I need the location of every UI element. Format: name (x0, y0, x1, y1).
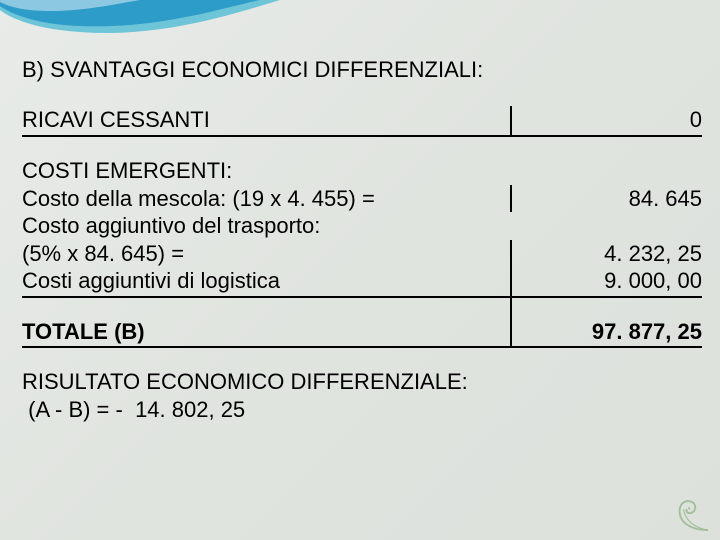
totale-b-label: TOTALE (B) (22, 318, 510, 349)
costi-item-row: Costi aggiuntivi di logistica 9. 000, 00 (22, 267, 702, 298)
risultato-line1: RISULTATO ECONOMICO DIFFERENZIALE: (22, 368, 702, 396)
wave-decoration (0, 0, 280, 50)
section-title: B) SVANTAGGI ECONOMICI DIFFERENZIALI: (22, 56, 702, 84)
costi-item-label: Costo della mescola: (19 x 4. 455) = (22, 185, 510, 213)
costi-item-row: Costo della mescola: (19 x 4. 455) = 84.… (22, 185, 702, 213)
costi-item-label-line1: Costo aggiuntivo del trasporto: (22, 212, 510, 240)
ricavi-value: 0 (510, 106, 702, 138)
costi-item-label: Costi aggiuntivi di logistica (22, 267, 510, 298)
spacer-with-vert (22, 298, 702, 318)
costi-item-value: 4. 232, 25 (510, 240, 702, 268)
costi-item-value: 9. 000, 00 (510, 267, 702, 298)
costi-item-row: Costo aggiuntivo del trasporto: (22, 212, 702, 240)
costi-item-row: (5% x 84. 645) = 4. 232, 25 (22, 240, 702, 268)
costi-header: COSTI EMERGENTI: (22, 157, 510, 185)
ricavi-label: RICAVI CESSANTI (22, 106, 510, 138)
corner-swirl-icon (672, 494, 710, 532)
costi-item-value: 84. 645 (510, 185, 702, 213)
totale-b-row: TOTALE (B) 97. 877, 25 (22, 318, 702, 349)
costi-item-label-line2: (5% x 84. 645) = (22, 240, 510, 268)
totale-b-value: 97. 877, 25 (510, 318, 702, 349)
ricavi-row: RICAVI CESSANTI 0 (22, 106, 702, 138)
costi-header-row: COSTI EMERGENTI: (22, 157, 702, 185)
risultato-line2: (A - B) = - 14. 802, 25 (22, 396, 702, 424)
slide-content: B) SVANTAGGI ECONOMICI DIFFERENZIALI: RI… (22, 56, 702, 423)
